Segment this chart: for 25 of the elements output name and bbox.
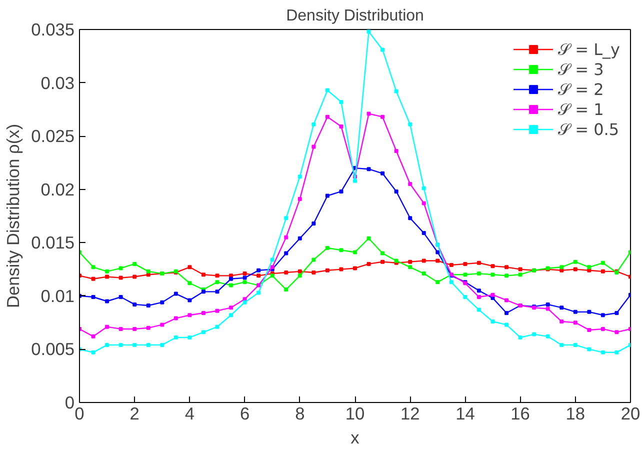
legend-label: 𝒮 = 1	[558, 100, 604, 118]
legend-label: 𝒮 = L_y	[558, 40, 620, 58]
y-tick-label: 0.01	[40, 286, 75, 306]
legend-label: 𝒮 = 2	[558, 80, 604, 98]
x-tick-label: 18	[566, 404, 586, 424]
y-tick-label: 0.02	[40, 179, 75, 200]
y-tick-label: 0.015	[31, 232, 75, 253]
x-tick-label: 6	[240, 404, 250, 424]
y-tick-label: 0.025	[31, 126, 75, 146]
y-tick-label: 0.03	[40, 72, 75, 93]
x-tick-label: 16	[510, 404, 530, 424]
y-tick-label: 0.005	[31, 339, 75, 360]
x-axis-title: x	[350, 428, 360, 448]
legend-label: 𝒮 = 3	[558, 60, 604, 78]
x-tick-label: 8	[295, 404, 305, 424]
x-tick-label: 10	[345, 404, 365, 424]
y-tick-label: 0.035	[31, 20, 75, 40]
x-tick-label: 4	[184, 404, 195, 424]
chart-title: Density Distribution	[286, 8, 424, 24]
legend-label: 𝒮 = 0.5	[558, 120, 620, 138]
x-tick-label: 20	[620, 404, 640, 424]
x-tick-label: 12	[400, 404, 420, 424]
y-axis-title: Density Distribution ρ(x)	[3, 124, 24, 308]
x-tick-label: 14	[456, 404, 476, 424]
x-tick-label: 2	[130, 404, 140, 424]
